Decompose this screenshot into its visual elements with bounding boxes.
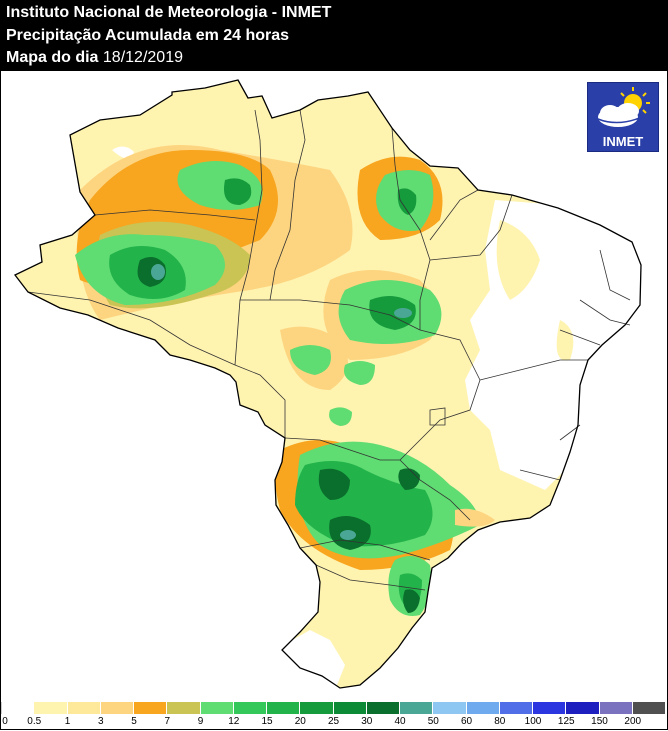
legend-swatch [400, 702, 434, 714]
legend-label: 20 [294, 716, 306, 727]
legend-swatch [333, 702, 367, 714]
legend-label: 9 [197, 716, 204, 727]
map-title: Precipitação Acumulada em 24 horas [6, 27, 290, 44]
map-header: Instituto Nacional de Meteorologia - INM… [0, 0, 668, 71]
precipitation-map [14, 79, 642, 689]
legend-label: 40 [394, 716, 406, 727]
inmet-logo: INMET [587, 82, 659, 152]
legend-swatch [200, 702, 234, 714]
legend-label: 12 [228, 716, 240, 727]
rain-teal-south [340, 530, 356, 540]
legend-label: 125 [557, 716, 575, 727]
no-rain-spot-north [112, 146, 134, 159]
rain-teal-amazon [151, 264, 165, 280]
legend-label: 25 [327, 716, 340, 727]
rain-green-mt [290, 345, 375, 426]
legend-swatch [566, 702, 600, 714]
legend-swatch [366, 702, 400, 714]
legend-label: 7 [164, 716, 171, 727]
legend-swatch [1, 702, 35, 714]
legend-label: 60 [460, 716, 473, 727]
legend-label: 100 [524, 716, 542, 727]
legend-label: 5 [131, 716, 137, 727]
precipitation-legend: 0 0.5 1 3 5 7 9 12 15 20 25 30 40 50 60 80 100 125 150 200 [1, 702, 666, 730]
legend-swatch [533, 702, 567, 714]
legend-label: 3 [97, 716, 104, 727]
map-date-label: Mapa do dia [6, 49, 99, 66]
institution-title: Instituto Nacional de Meteorologia - INM… [6, 4, 332, 21]
legend-swatch [466, 702, 500, 714]
rain-light-southeast [455, 508, 495, 527]
legend-label: 30 [361, 716, 373, 727]
rain-darkgreen-north-center [224, 178, 252, 205]
legend-swatch [134, 702, 168, 714]
rain-darkgreen-para [397, 188, 417, 215]
legend-label: 0.5 [27, 716, 42, 727]
light-rain-northeast [496, 220, 574, 361]
rain-teal-central [394, 308, 412, 318]
legend-swatch [599, 702, 633, 714]
legend-swatch [632, 702, 666, 714]
inmet-logo-text: INMET [602, 134, 644, 149]
precipitation-fields [75, 145, 641, 688]
legend-swatch [233, 702, 267, 714]
legend-swatch [267, 702, 301, 714]
legend-swatch [34, 702, 68, 714]
map-date-line: Mapa do dia 18/12/2019 [6, 48, 183, 68]
legend-swatch [300, 702, 334, 714]
inmet-logo-icon [597, 87, 650, 127]
rain-verydark-south [318, 468, 420, 613]
legend-label: 80 [494, 716, 506, 727]
legend-swatch [499, 702, 533, 714]
legend-swatch [433, 702, 467, 714]
legend-label: 50 [427, 716, 439, 727]
legend-label: 15 [261, 716, 273, 727]
rain-darkgreen-central [369, 296, 416, 330]
legend-swatch [100, 702, 134, 714]
legend-label: 0 [2, 716, 8, 727]
state-borders [27, 109, 631, 591]
map-date: 18/12/2019 [102, 49, 183, 66]
legend-swatch [67, 702, 101, 714]
legend-label: 1 [64, 716, 71, 727]
legend-label: 150 [591, 716, 608, 727]
legend-label: 200 [624, 716, 642, 727]
legend-swatch [167, 702, 201, 714]
